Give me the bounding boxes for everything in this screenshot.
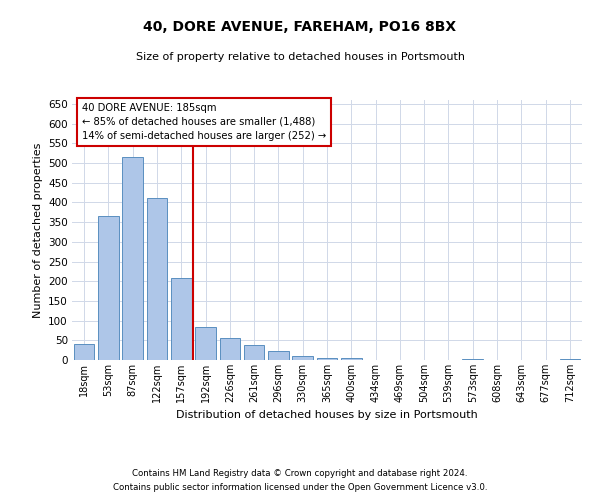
X-axis label: Distribution of detached houses by size in Portsmouth: Distribution of detached houses by size …: [176, 410, 478, 420]
Bar: [146, 198, 167, 360]
Bar: [220, 338, 240, 360]
Bar: [171, 278, 191, 360]
Text: Contains HM Land Registry data © Crown copyright and database right 2024.: Contains HM Land Registry data © Crown c…: [132, 468, 468, 477]
Bar: [195, 328, 216, 360]
Bar: [98, 216, 119, 360]
Text: Size of property relative to detached houses in Portsmouth: Size of property relative to detached ho…: [136, 52, 464, 62]
Bar: [292, 356, 313, 360]
Bar: [560, 359, 580, 360]
Text: 40, DORE AVENUE, FAREHAM, PO16 8BX: 40, DORE AVENUE, FAREHAM, PO16 8BX: [143, 20, 457, 34]
Bar: [463, 359, 483, 360]
Text: 40 DORE AVENUE: 185sqm
← 85% of detached houses are smaller (1,488)
14% of semi-: 40 DORE AVENUE: 185sqm ← 85% of detached…: [82, 102, 326, 141]
Bar: [244, 346, 265, 360]
Y-axis label: Number of detached properties: Number of detached properties: [32, 142, 43, 318]
Bar: [74, 344, 94, 360]
Bar: [341, 358, 362, 360]
Bar: [122, 157, 143, 360]
Text: Contains public sector information licensed under the Open Government Licence v3: Contains public sector information licen…: [113, 484, 487, 492]
Bar: [268, 352, 289, 360]
Bar: [317, 358, 337, 360]
